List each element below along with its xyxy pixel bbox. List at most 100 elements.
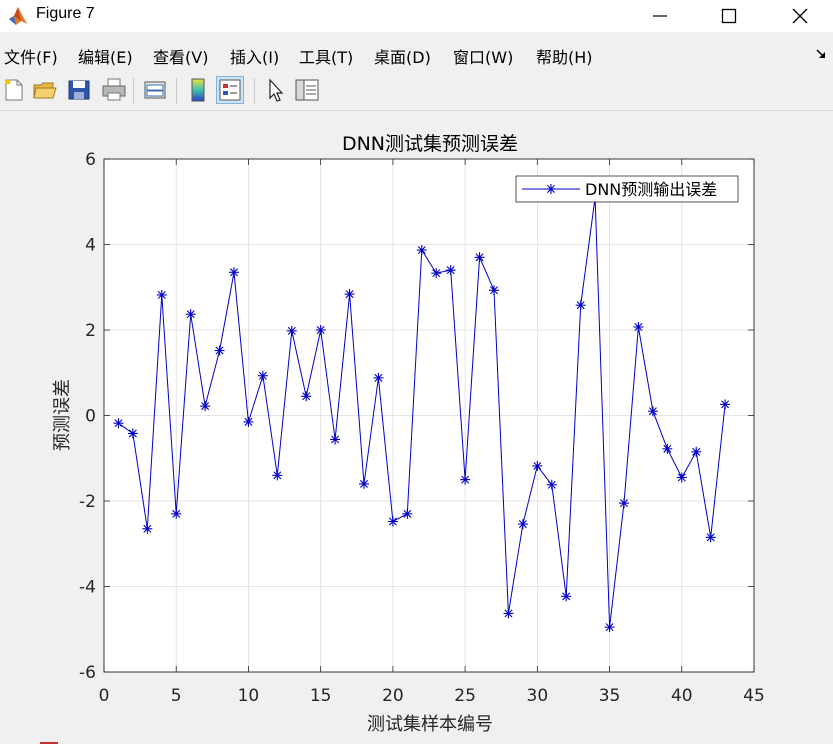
data-point — [387, 516, 398, 527]
legend-marker-star — [546, 184, 556, 194]
y-axis-label: 预测误差 — [52, 379, 73, 451]
link-plot-icon — [144, 81, 166, 99]
data-point — [185, 309, 196, 320]
data-point — [315, 325, 326, 335]
data-point — [330, 434, 341, 445]
data-point — [171, 508, 182, 519]
data-point — [156, 289, 167, 300]
y-tick-labels: -6 -4 -2 0 2 4 6 — [79, 150, 96, 683]
property-inspector-icon — [295, 79, 319, 101]
data-point — [344, 289, 355, 300]
print-icon — [102, 78, 126, 101]
y-tick-label: 6 — [85, 150, 96, 170]
y-tick-label: -6 — [79, 663, 96, 683]
toolbar-separator — [176, 78, 177, 104]
x-tick-label: 30 — [527, 686, 549, 706]
data-point — [127, 428, 138, 439]
data-point — [517, 519, 528, 530]
data-point — [604, 622, 615, 633]
data-point — [286, 325, 297, 336]
menu-edit[interactable]: 编辑(E) — [78, 48, 133, 67]
x-axis-label: 测试集样本编号 — [367, 714, 493, 735]
property-inspector-button[interactable] — [293, 76, 321, 104]
close-icon — [792, 8, 808, 24]
x-tick-label: 15 — [310, 686, 332, 706]
legend-marker — [546, 184, 556, 194]
title-bar: Figure 7 — [0, 0, 833, 32]
figure-canvas[interactable]: 0 5 10 15 20 25 30 35 40 45 -6 -4 -2 0 2 4 6 DNN测试集预测误差… — [0, 111, 833, 744]
data-point — [113, 418, 124, 429]
toolbar-separator — [133, 78, 134, 104]
save-icon — [68, 80, 90, 100]
data-point — [431, 268, 442, 279]
close-button[interactable] — [777, 0, 823, 32]
data-point — [373, 372, 384, 383]
menu-desktop[interactable]: 桌面(D) — [374, 48, 431, 67]
edit-plot-button[interactable] — [262, 76, 290, 104]
y-tick-label: 0 — [85, 407, 96, 427]
data-point — [272, 470, 283, 481]
x-tick-labels: 0 5 10 15 20 25 30 35 40 45 — [99, 686, 765, 706]
x-tick-label: 25 — [454, 686, 476, 706]
data-point — [546, 479, 557, 490]
y-tick-label: -4 — [79, 578, 96, 598]
minimize-button[interactable] — [637, 0, 683, 32]
x-tick-label: 20 — [382, 686, 404, 706]
x-tick-label: 45 — [743, 686, 765, 706]
insert-legend-icon — [219, 79, 241, 101]
data-point — [532, 460, 543, 471]
menu-tools[interactable]: 工具(T) — [299, 48, 354, 67]
legend-entry-label: DNN预测输出误差 — [585, 180, 717, 199]
y-tick-label: 4 — [85, 236, 96, 256]
open-file-button[interactable] — [31, 76, 59, 104]
save-button[interactable] — [65, 76, 93, 104]
data-point — [200, 401, 211, 412]
menu-file[interactable]: 文件(F) — [4, 48, 58, 67]
data-point — [445, 265, 456, 276]
minimize-icon — [653, 15, 667, 17]
taskbar-indicator — [40, 742, 58, 744]
insert-colorbar-icon — [191, 78, 205, 102]
new-figure-button[interactable] — [0, 76, 28, 104]
print-button[interactable] — [100, 76, 128, 104]
y-tick-label: 2 — [85, 321, 96, 341]
data-point — [474, 252, 485, 263]
data-point — [561, 591, 572, 602]
insert-legend-button[interactable] — [216, 76, 244, 104]
matlab-logo-icon — [9, 7, 27, 25]
chart-title: DNN测试集预测误差 — [342, 133, 518, 155]
plot-svg[interactable]: 0 5 10 15 20 25 30 35 40 45 -6 -4 -2 0 2 4 6 DNN测试集预测误差… — [0, 111, 833, 744]
data-point — [489, 285, 499, 296]
maximize-icon — [721, 8, 737, 24]
figure-toolbar — [0, 72, 833, 111]
data-point — [243, 416, 254, 427]
x-tick-label: 40 — [671, 686, 693, 706]
menu-help[interactable]: 帮助(H) — [536, 48, 593, 67]
data-point — [619, 498, 629, 509]
y-tick-label: -2 — [79, 492, 96, 512]
menu-insert[interactable]: 插入(I) — [230, 48, 280, 67]
edit-plot-arrow-icon — [269, 78, 284, 102]
link-plot-button[interactable] — [141, 76, 169, 104]
toolbar-separator — [254, 78, 255, 104]
data-point — [720, 399, 731, 410]
data-point — [633, 322, 644, 333]
data-point — [402, 508, 413, 519]
maximize-button[interactable] — [706, 0, 752, 32]
menu-view[interactable]: 查看(V) — [153, 48, 209, 67]
data-point — [229, 267, 239, 278]
axes-box — [103, 158, 755, 673]
data-point — [214, 345, 225, 356]
new-figure-icon — [5, 79, 23, 101]
window-title: Figure 7 — [36, 5, 95, 22]
x-tick-label: 10 — [238, 686, 260, 706]
dock-arrow-icon[interactable] — [815, 48, 827, 60]
data-point — [460, 474, 471, 485]
data-point — [416, 245, 427, 256]
menu-window[interactable]: 窗口(W) — [453, 48, 514, 67]
menu-bar: 文件(F) 编辑(E) 查看(V) 插入(I) 工具(T) 桌面(D) 窗口(W… — [0, 36, 833, 70]
open-file-icon — [33, 82, 57, 99]
legend[interactable]: DNN预测输出误差 — [515, 175, 739, 203]
insert-colorbar-button[interactable] — [184, 76, 212, 104]
data-point — [575, 300, 586, 311]
